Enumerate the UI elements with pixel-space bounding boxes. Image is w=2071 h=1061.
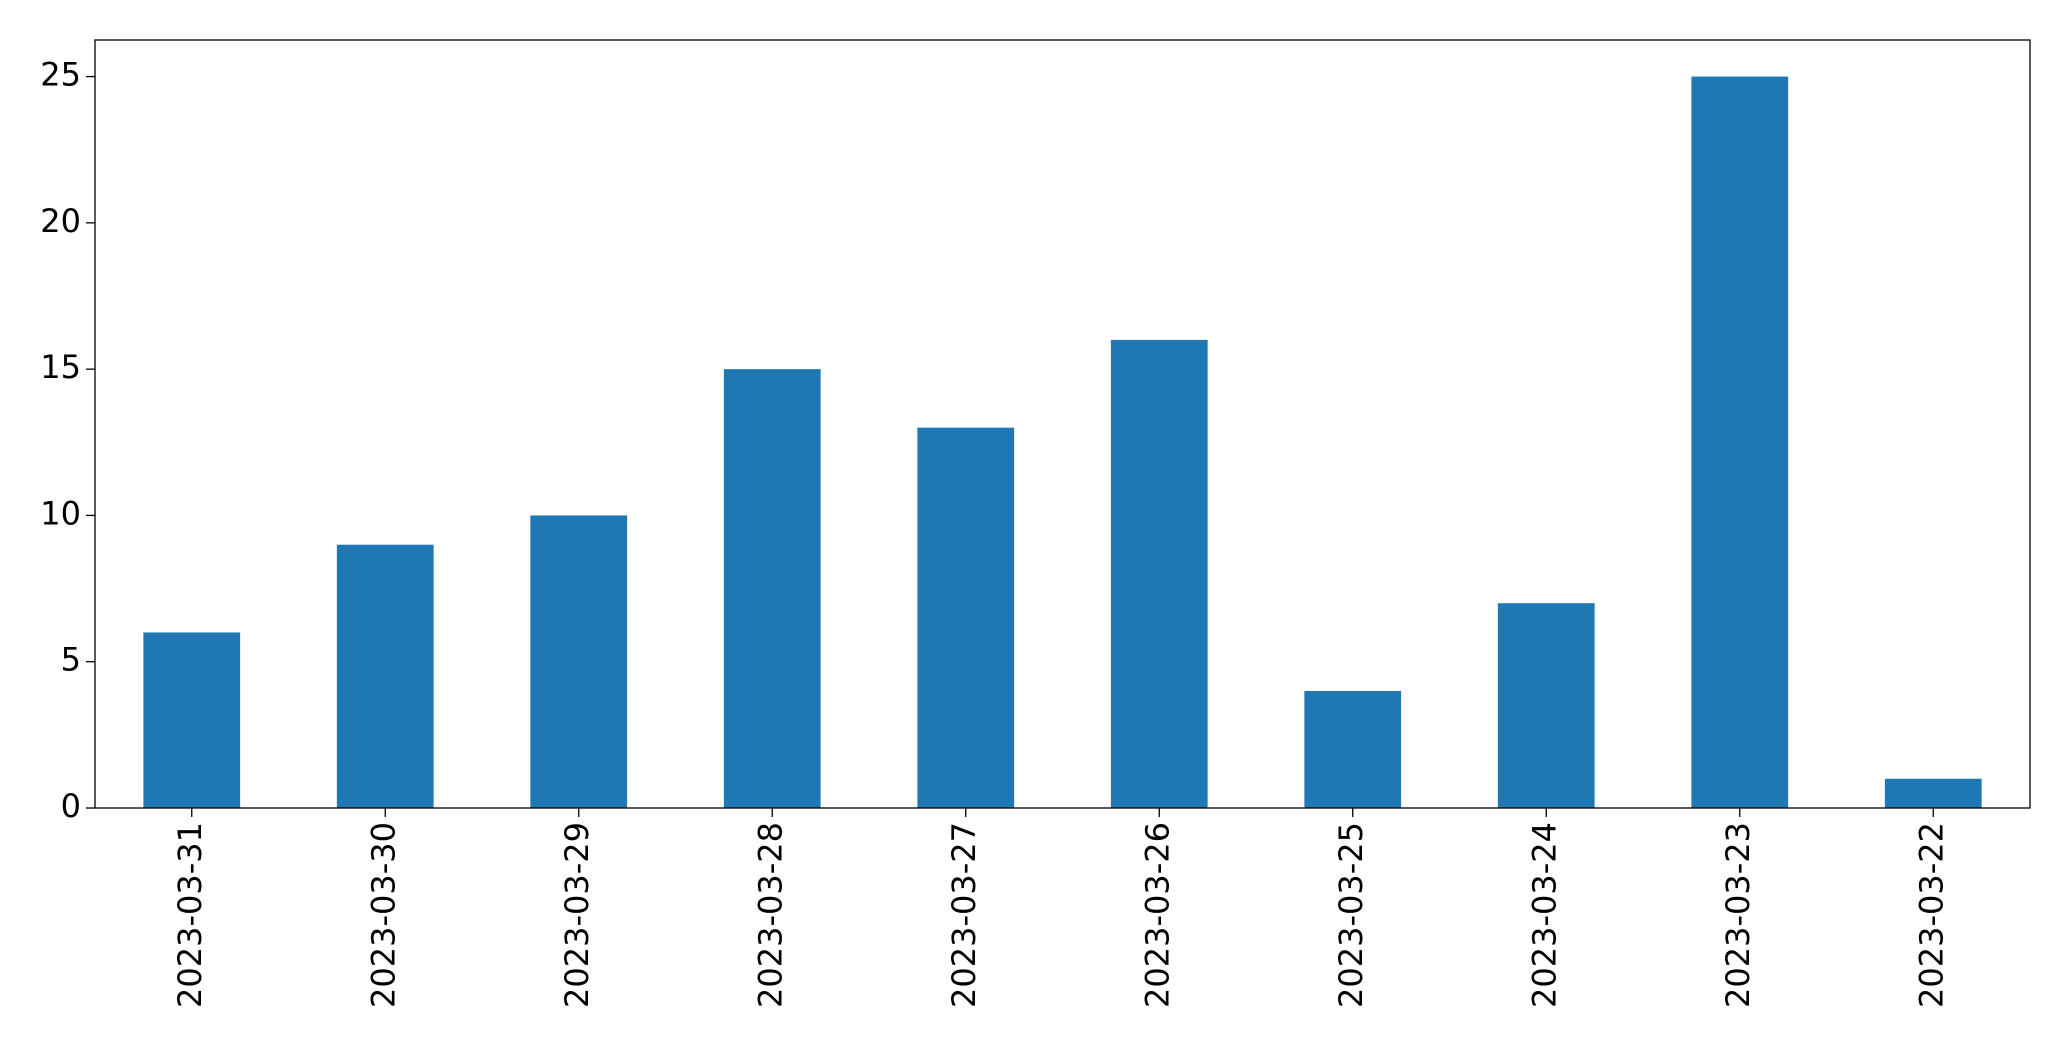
y-tick-label: 15 xyxy=(40,348,81,386)
x-tick-label: 2023-03-26 xyxy=(1138,822,1176,1008)
x-tick-label: 2023-03-24 xyxy=(1525,822,1563,1008)
x-tick-label: 2023-03-31 xyxy=(171,822,209,1008)
bar xyxy=(1884,778,1982,808)
x-tick-label: 2023-03-22 xyxy=(1912,822,1950,1008)
x-tick-label: 2023-03-23 xyxy=(1719,822,1757,1008)
x-tick-label: 2023-03-28 xyxy=(751,822,789,1008)
bar xyxy=(1691,76,1789,809)
y-tick-label: 10 xyxy=(40,494,81,532)
bar xyxy=(1110,339,1208,808)
bar xyxy=(530,515,628,808)
x-tick-label: 2023-03-27 xyxy=(945,822,983,1008)
y-tick-label: 25 xyxy=(40,56,81,94)
y-tick-label: 20 xyxy=(40,202,81,240)
axes-frame xyxy=(94,39,2031,809)
x-tick-label: 2023-03-25 xyxy=(1332,822,1370,1008)
bar xyxy=(1304,690,1402,808)
bar xyxy=(143,632,241,808)
bar xyxy=(336,544,434,808)
x-tick-label: 2023-03-29 xyxy=(558,822,596,1008)
bar xyxy=(1497,603,1595,808)
x-tick-label: 2023-03-30 xyxy=(364,822,402,1008)
bar xyxy=(723,369,821,808)
bar xyxy=(917,427,1015,808)
y-tick-label: 5 xyxy=(61,641,81,679)
y-tick-label: 0 xyxy=(61,787,81,825)
